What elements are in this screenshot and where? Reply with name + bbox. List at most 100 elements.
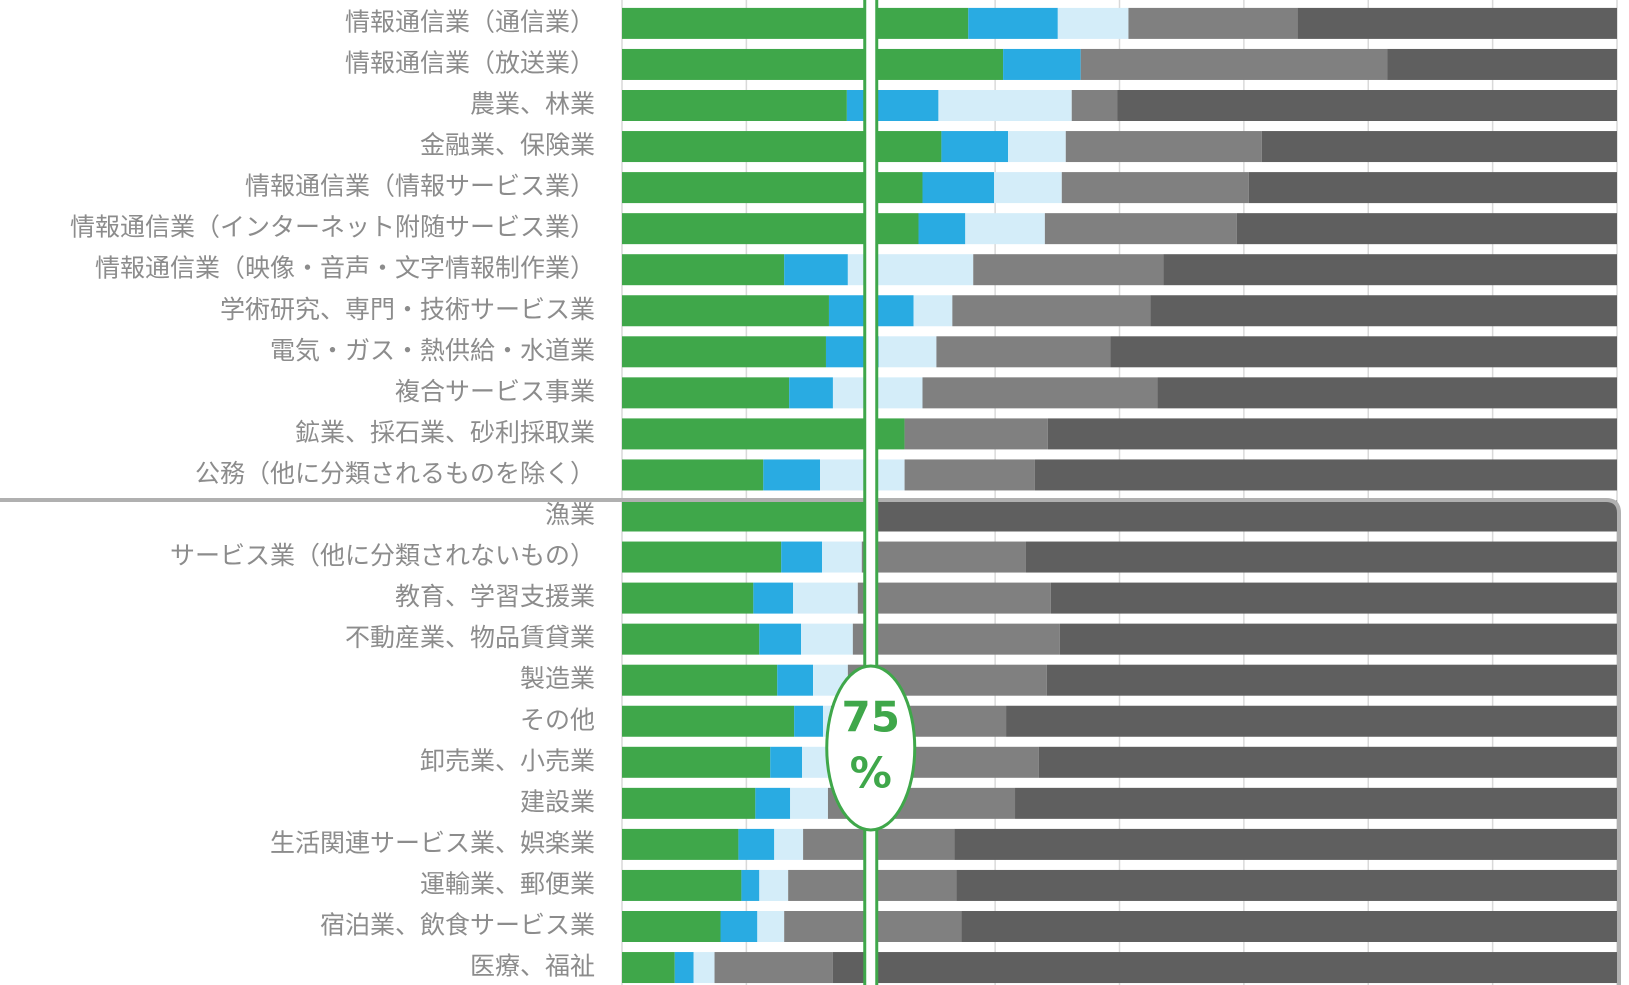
bar-segment bbox=[1387, 48, 1617, 80]
category-label: 情報通信業（インターネット附随サービス業） bbox=[70, 213, 595, 242]
bar-segment bbox=[622, 500, 873, 532]
bar-segment bbox=[1261, 131, 1617, 163]
bar-segment bbox=[622, 90, 847, 121]
bar-segment bbox=[741, 869, 760, 901]
bar-segment bbox=[622, 377, 790, 409]
bar-segment bbox=[1006, 705, 1617, 737]
bar-segment bbox=[994, 172, 1062, 204]
bar-segment bbox=[794, 705, 823, 737]
bar-segment bbox=[622, 418, 905, 450]
bar-segment bbox=[1157, 377, 1617, 409]
bar-segment bbox=[622, 459, 764, 491]
bar-segment bbox=[1025, 541, 1617, 573]
bar-segment bbox=[968, 7, 1058, 39]
bar-segment bbox=[1034, 459, 1617, 491]
bar-segment bbox=[918, 213, 966, 245]
bar-segment bbox=[784, 254, 848, 286]
bar-segment bbox=[789, 377, 833, 409]
bar-segment bbox=[1057, 7, 1129, 39]
bar-segment bbox=[954, 828, 1617, 860]
bar-segment bbox=[622, 48, 1004, 80]
bar-segment bbox=[622, 541, 782, 573]
bar-segment bbox=[1128, 7, 1298, 39]
category-label: 複合サービス事業 bbox=[395, 377, 595, 406]
bar-segment bbox=[777, 664, 814, 696]
bar-segment bbox=[693, 952, 715, 984]
category-label: 情報通信業（映像・音声・文字情報制作業） bbox=[95, 254, 595, 283]
category-label: 漁業 bbox=[545, 500, 595, 529]
bar-segment bbox=[622, 582, 754, 614]
category-label: 卸売業、小売業 bbox=[420, 746, 595, 775]
bar-segment bbox=[1059, 623, 1617, 655]
bar-segment bbox=[1046, 664, 1617, 696]
bar-segment bbox=[1150, 295, 1617, 327]
bar-segment bbox=[938, 90, 1072, 121]
bar-segment bbox=[961, 911, 1617, 942]
bar-segment bbox=[1071, 90, 1118, 121]
bar-segment bbox=[922, 172, 995, 204]
category-label: サービス業（他に分類されないもの） bbox=[170, 541, 595, 570]
bar-segment bbox=[846, 90, 939, 121]
bar-segment bbox=[1050, 582, 1617, 614]
bar-segment bbox=[820, 459, 905, 491]
bar-segment bbox=[781, 541, 822, 573]
category-label: 教育、学習支援業 bbox=[395, 582, 595, 611]
bar-segment bbox=[1044, 213, 1237, 245]
bar-segment bbox=[622, 623, 760, 655]
bar-segment bbox=[622, 336, 826, 368]
bar-segment bbox=[1236, 213, 1617, 245]
bar-segment bbox=[755, 787, 791, 819]
category-label: 公務（他に分類されるものを除く） bbox=[195, 459, 595, 488]
bar-segment bbox=[738, 828, 775, 860]
bar-segment bbox=[1038, 746, 1617, 778]
bar-segment bbox=[861, 541, 1026, 573]
bar-segment bbox=[1003, 48, 1081, 80]
bar-segment bbox=[857, 582, 1051, 614]
bar-segment bbox=[622, 664, 778, 696]
bar-segment bbox=[790, 787, 828, 819]
category-label: 情報通信業（放送業） bbox=[345, 48, 595, 77]
bar-segment bbox=[1248, 172, 1617, 204]
bar-segment bbox=[941, 131, 1009, 163]
category-label: 金融業、保険業 bbox=[420, 131, 595, 160]
bar-segment bbox=[952, 295, 1151, 327]
bar-segment bbox=[904, 459, 1035, 491]
bar-segment bbox=[1061, 172, 1249, 204]
bar-segment bbox=[622, 869, 742, 901]
category-label: 運輸業、郵便業 bbox=[420, 869, 595, 898]
category-label: 情報通信業（情報サービス業） bbox=[245, 172, 595, 201]
category-label: 電気・ガス・熱供給・水道業 bbox=[270, 336, 595, 365]
category-label: 医療、福祉 bbox=[470, 952, 595, 981]
bar-segment bbox=[878, 336, 937, 368]
bar-segment bbox=[720, 911, 758, 942]
bar-segment bbox=[852, 623, 1060, 655]
bar-segment bbox=[622, 7, 969, 39]
bar-segment bbox=[1047, 418, 1617, 450]
bar-segment bbox=[965, 213, 1045, 245]
category-label: その他 bbox=[520, 705, 595, 734]
bar-segment bbox=[913, 295, 953, 327]
category-label: 情報通信業（通信業） bbox=[345, 7, 595, 36]
bar-segment bbox=[1008, 131, 1066, 163]
bar-segment bbox=[1297, 7, 1617, 39]
bar-segment bbox=[763, 459, 821, 491]
category-label: 宿泊業、飲食サービス業 bbox=[320, 911, 595, 940]
bar-segment bbox=[1117, 90, 1617, 121]
category-label: 生活関連サービス業、娯楽業 bbox=[270, 828, 595, 857]
category-label: 不動産業、物品賃貸業 bbox=[345, 623, 595, 652]
bar-segment bbox=[622, 746, 771, 778]
bar-segment bbox=[872, 500, 1617, 532]
bar-segment bbox=[759, 623, 802, 655]
bar-segment bbox=[622, 952, 675, 984]
bar-segment bbox=[973, 254, 1164, 286]
bar-segment bbox=[622, 911, 721, 942]
bar-segment bbox=[803, 828, 955, 860]
bar-segment bbox=[1163, 254, 1617, 286]
reference-line bbox=[863, 0, 879, 985]
bar-segment bbox=[757, 911, 785, 942]
bar-segment bbox=[922, 377, 1158, 409]
bar-segment bbox=[770, 746, 803, 778]
bar-segment bbox=[622, 828, 739, 860]
bar-segment bbox=[904, 418, 1048, 450]
